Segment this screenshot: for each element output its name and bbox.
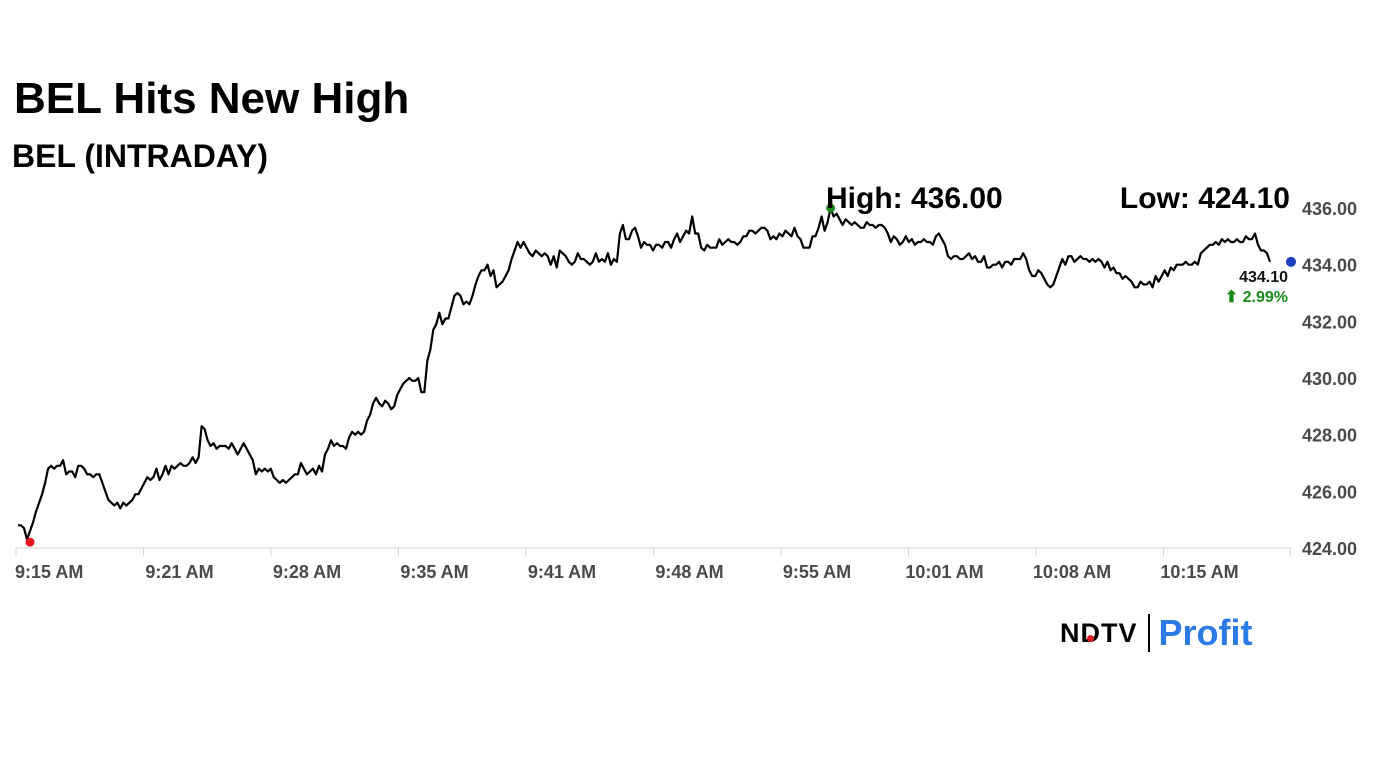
x-tick-label: 9:41 AM: [528, 562, 596, 582]
low-annotation: Low: 424.10: [1120, 182, 1290, 215]
x-tick-label: 9:28 AM: [273, 562, 341, 582]
low-point-marker: [25, 537, 35, 547]
x-tick-label: 10:08 AM: [1033, 562, 1111, 582]
high-point-marker: [826, 203, 836, 213]
price-series-line: [18, 206, 1272, 541]
x-tick-label: 9:35 AM: [400, 562, 468, 582]
chart-subtitle: BEL (INTRADAY): [12, 138, 269, 174]
x-tick-label: 9:55 AM: [783, 562, 851, 582]
y-tick-label: 434.00: [1302, 256, 1357, 276]
change-percent-label: ⬆ 2.99%: [1225, 289, 1288, 306]
last-price-marker: [1286, 256, 1296, 267]
ndtv-profit-logo: NDTV Profit: [1060, 612, 1253, 654]
y-tick-label: 430.00: [1302, 369, 1357, 389]
x-tick-label: 10:01 AM: [905, 562, 983, 582]
logo-separator: [1147, 614, 1150, 652]
x-tick-label: 10:15 AM: [1160, 562, 1238, 582]
y-axis-ticks: 424.00 426.00 428.00 430.00 432.00 434.00 436.…: [1302, 199, 1357, 559]
ndtv-wordmark: NDTV: [1060, 617, 1138, 648]
y-tick-label: 428.00: [1302, 426, 1357, 446]
x-axis-ticks: 9:15 AM 9:21 AM 9:28 AM 9:35 AM 9:41 AM 9:48 …: [15, 548, 1291, 582]
x-tick-label: 9:15 AM: [15, 562, 83, 582]
y-tick-label: 424.00: [1302, 539, 1357, 559]
y-tick-label: 432.00: [1302, 312, 1357, 332]
y-tick-label: 426.00: [1302, 482, 1357, 502]
y-tick-label: 436.00: [1302, 199, 1357, 219]
last-price-label: 434.10: [1239, 269, 1288, 286]
x-tick-label: 9:21 AM: [145, 562, 213, 582]
chart-title: BEL Hits New High: [14, 74, 410, 123]
high-annotation: High: 436.00: [826, 182, 1003, 215]
profit-wordmark: Profit: [1158, 612, 1253, 653]
x-tick-label: 9:48 AM: [655, 562, 723, 582]
